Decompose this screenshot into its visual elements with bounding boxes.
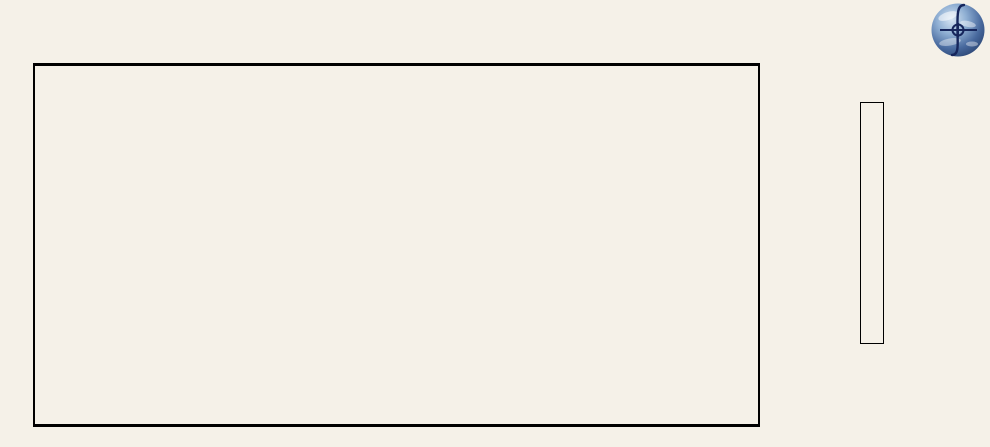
colorbar — [860, 102, 884, 344]
world-map-canvas — [35, 66, 758, 424]
map-frame — [33, 63, 760, 427]
globe-integral-icon — [931, 3, 985, 57]
remss-logo[interactable] — [610, 9, 926, 32]
